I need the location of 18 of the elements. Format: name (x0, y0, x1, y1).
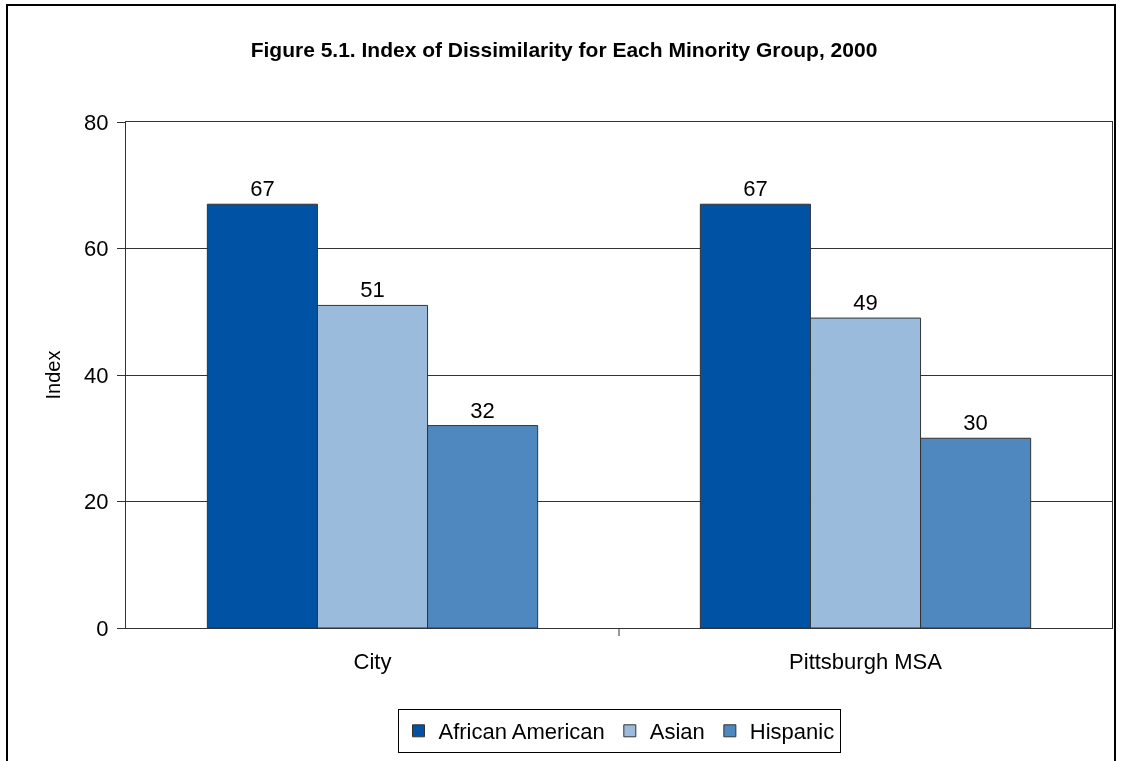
y-tick-label: 80 (84, 109, 109, 135)
y-tick-label: 60 (84, 236, 109, 262)
legend-label: Asian (649, 719, 705, 745)
data-label: 32 (470, 397, 495, 423)
data-label: 67 (743, 176, 768, 202)
legend-label: Hispanic (749, 719, 835, 745)
y-tick-label: 40 (84, 362, 109, 388)
data-label: 30 (963, 410, 988, 436)
y-tick-label: 20 (84, 489, 109, 515)
x-tick-label: Pittsburgh MSA (789, 649, 943, 675)
y-tick-label: 0 (96, 615, 109, 641)
y-axis-title: Index (41, 350, 64, 400)
legend-label: African American (438, 719, 605, 745)
data-label: 49 (853, 290, 878, 316)
chart-title: Figure 5.1. Index of Dissimilarity for Each Minority Group, 2000 (250, 38, 878, 62)
data-label: 51 (360, 277, 385, 303)
x-tick-label: City (353, 649, 392, 675)
data-label: 67 (250, 176, 275, 202)
